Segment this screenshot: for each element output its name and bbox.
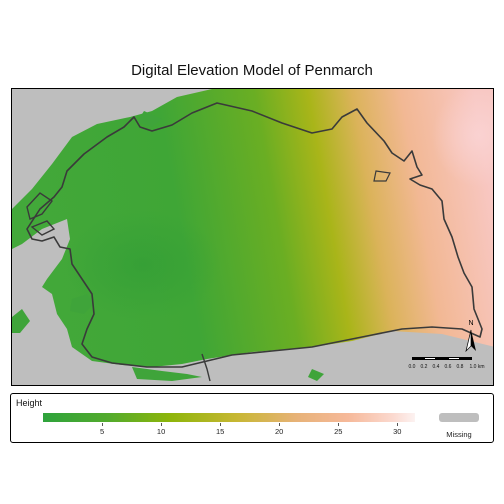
legend-tick <box>161 423 163 426</box>
scale-bar-segment <box>448 357 460 360</box>
north-arrow: N <box>464 320 478 353</box>
commune-boundary-islet <box>30 220 56 236</box>
legend-tick-label: 25 <box>334 427 343 436</box>
legend-tick <box>397 423 399 426</box>
scale-bar-segment <box>424 357 436 360</box>
missing-swatch <box>439 413 479 422</box>
missing-label: Missing <box>446 430 472 439</box>
coastal-islet <box>70 294 94 314</box>
coastal-islet <box>137 111 162 127</box>
coastal-islet <box>12 309 30 333</box>
elevation-map: N 0.0 0.2 0.4 0.6 0.8 1.0 km <box>11 88 494 386</box>
elevation-legend: Height Missing 5 10 15 20 25 30 <box>10 393 494 443</box>
legend-tick-label: 15 <box>215 427 225 436</box>
legend-tick <box>220 423 222 426</box>
commune-boundary-islet <box>26 192 54 220</box>
lowland-shade <box>52 164 312 347</box>
north-arrow-icon <box>465 329 476 353</box>
legend-title: Height <box>16 398 43 408</box>
scale-bar-label: 0.2 <box>420 364 428 370</box>
north-arrow-label: N <box>468 320 474 327</box>
legend-tick-label: 5 <box>99 427 105 436</box>
scale-bar-label: 0.6 <box>444 364 452 370</box>
scale-bar-segment <box>460 357 472 360</box>
legend-color-ramp <box>43 413 415 422</box>
coastal-islet <box>308 369 324 381</box>
map-title: Digital Elevation Model of Penmarch <box>131 62 373 79</box>
scale-bar-label: 0.4 <box>432 364 440 370</box>
highland-shade <box>262 89 493 347</box>
legend-tick <box>338 423 340 426</box>
legend-tick <box>279 423 281 426</box>
legend-tick-label: 10 <box>156 427 166 436</box>
commune-boundary <box>26 102 483 368</box>
elevation-raster <box>12 89 493 382</box>
legend-tick-label: 30 <box>393 427 402 436</box>
scale-bar-segment <box>412 357 424 360</box>
scale-bar: 0.0 0.2 0.4 0.6 0.8 1.0 km <box>406 357 490 373</box>
scale-bar-label: 1.0 km <box>469 364 485 370</box>
legend-tick <box>102 423 104 426</box>
legend-tick-label: 20 <box>275 427 284 436</box>
commune-boundary-islet <box>373 170 391 182</box>
coastal-islet <box>132 367 202 381</box>
commune-boundary-segment <box>201 353 211 382</box>
scale-bar-label: 0.8 <box>456 364 464 370</box>
scale-bar-label: 0.0 <box>408 364 416 370</box>
scale-bar-segment <box>436 357 448 360</box>
